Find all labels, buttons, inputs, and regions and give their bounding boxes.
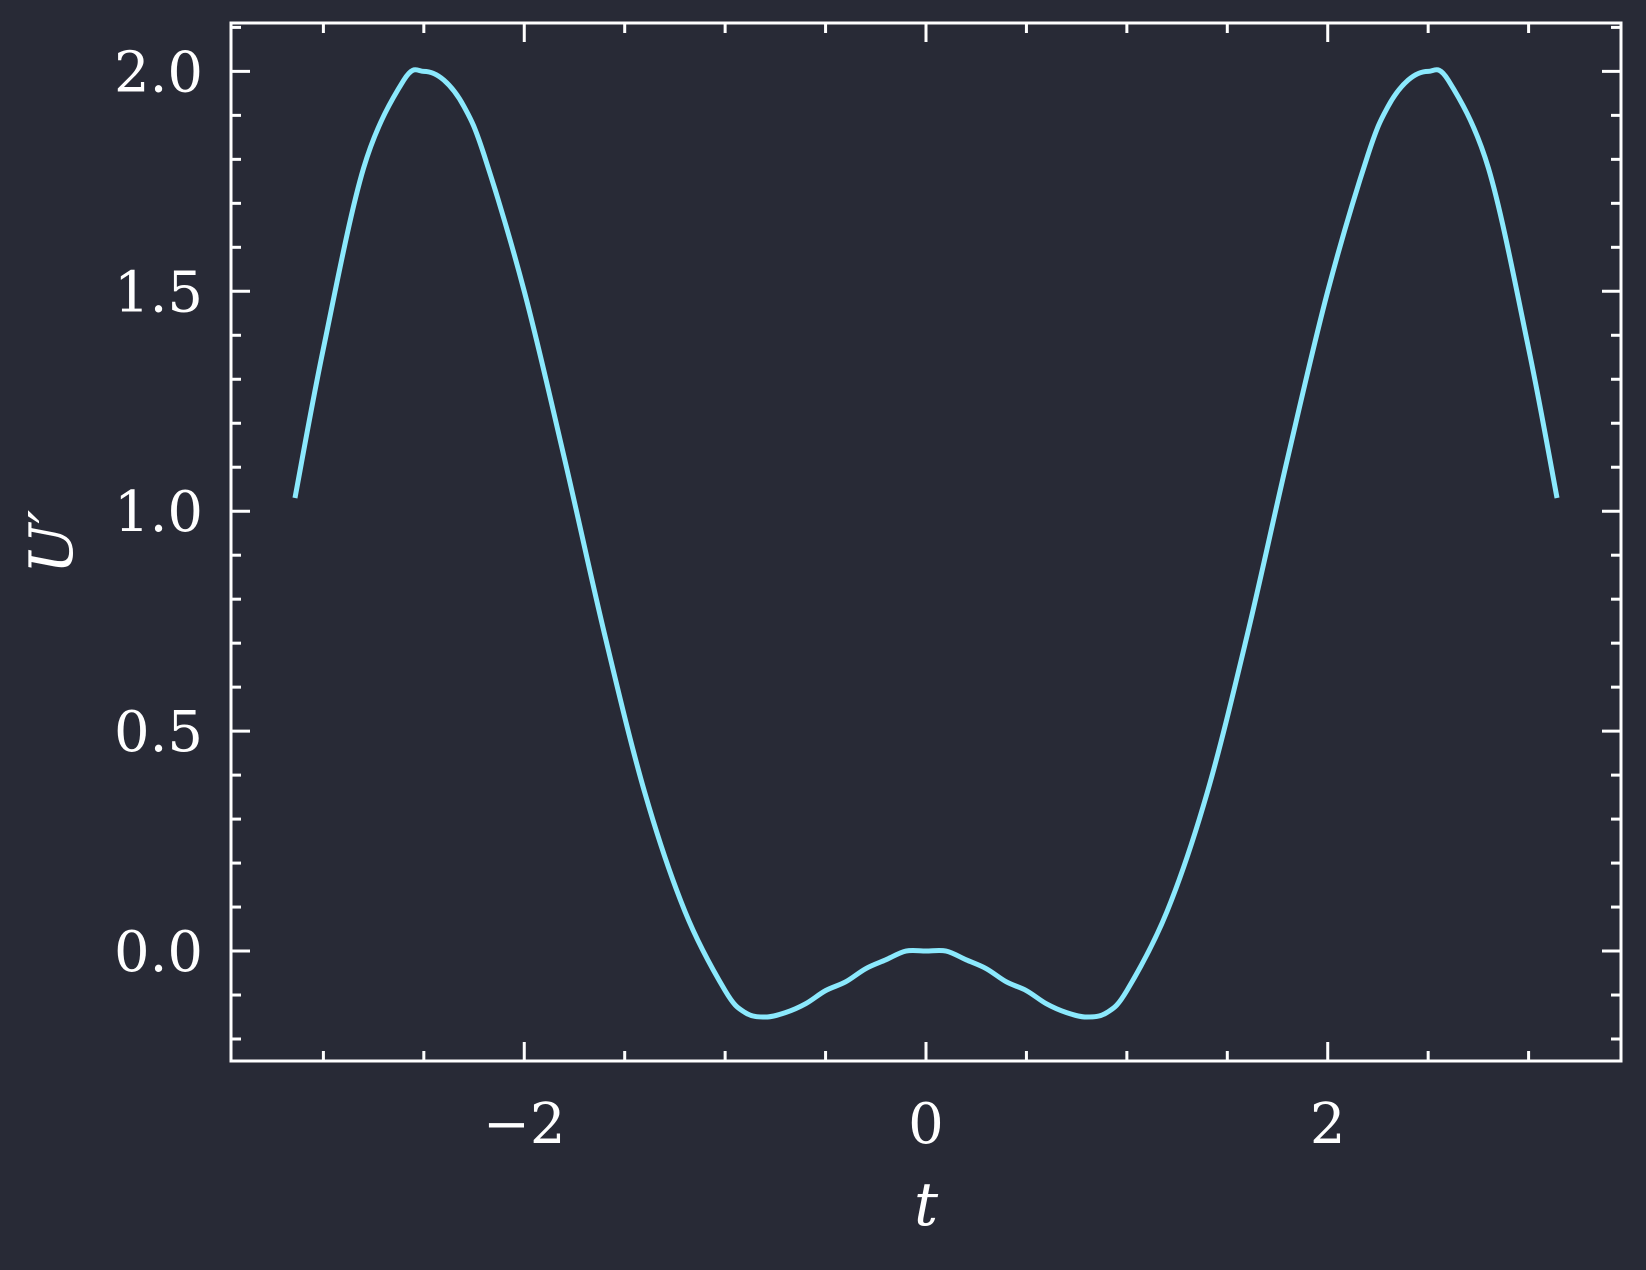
- y-tick-label: 2.0: [114, 40, 203, 105]
- tick-labels: −2 0 2 0.0 0.5 1.0 1.5 2.0: [114, 40, 1346, 1157]
- x-axis-label: t: [914, 1170, 939, 1240]
- x-tick-label: 2: [1310, 1092, 1346, 1157]
- y-tick-label: 0.0: [114, 920, 203, 985]
- axis-ticks: [231, 23, 1621, 1061]
- series-line-0: [292, 67, 1560, 1020]
- x-tick-label: −2: [483, 1092, 566, 1157]
- y-axis-label: U′: [17, 510, 87, 575]
- y-tick-label: 1.5: [114, 260, 203, 325]
- x-tick-label: 0: [908, 1092, 944, 1157]
- axes-frame: [229, 21, 1623, 1063]
- y-tick-label: 0.5: [114, 700, 203, 765]
- y-tick-label: 1.0: [114, 480, 203, 545]
- plot-area: [292, 67, 1560, 1020]
